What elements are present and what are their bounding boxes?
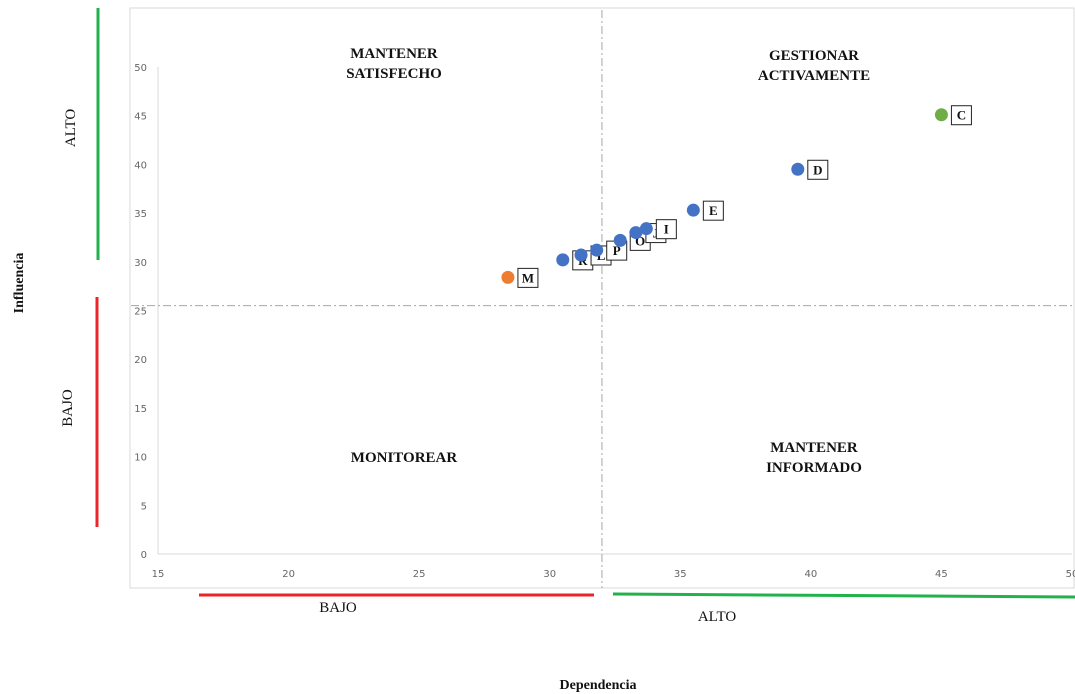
x-axis-title: Dependencia [560, 678, 637, 693]
point-label-c: C [957, 108, 966, 123]
y-tick-label: 20 [134, 355, 147, 366]
quadrant-bottom-right-line1: MANTENER [770, 440, 858, 456]
point-i: I [639, 219, 677, 240]
x-tick-label: 30 [543, 569, 556, 580]
point-label-d: D [813, 162, 822, 177]
point-marker-o [613, 233, 627, 247]
y-axis-title: Influencia [12, 253, 27, 314]
point-label-e: E [709, 203, 718, 218]
point-label-i: I [664, 222, 669, 237]
point-label-l: L [597, 248, 606, 263]
x-tick-label: 40 [804, 569, 817, 580]
point-marker-m [501, 270, 515, 284]
point-callout-box-e [702, 200, 724, 221]
quadrant-bottom-left-line1: MONITOREAR [351, 450, 458, 466]
y-tick-label: 15 [134, 404, 147, 415]
point-label-o: O [635, 233, 645, 248]
y-tick-label: 5 [141, 501, 147, 512]
x-tick-label: 25 [413, 569, 426, 580]
x-band-alto-label: ALTO [698, 609, 737, 625]
y-tick-label: 25 [134, 307, 147, 318]
quadrant-dividers [131, 10, 1074, 588]
y-tick-label: 50 [134, 63, 147, 74]
x-tick-label: 45 [935, 569, 948, 580]
x-band-alto-line [612, 592, 1075, 599]
point-e: E [686, 200, 724, 221]
point-marker-c [934, 108, 948, 122]
point-marker-l [574, 248, 588, 262]
x-tick-label: 35 [674, 569, 687, 580]
point-m: M [501, 267, 539, 288]
quadrant-bottom-right-line2: INFORMADO [766, 460, 862, 476]
quadrant-top-left-label: MANTENER SATISFECHO [346, 46, 442, 82]
axes-layer: 0 5 10 15 20 25 30 35 40 45 50 15 20 25 30 35 40 45 50 [134, 63, 1075, 580]
quadrant-top-left-line2: SATISFECHO [346, 66, 442, 82]
point-callout-box-c [950, 105, 972, 126]
point-label-p: P [613, 243, 621, 258]
y-tick-label: 10 [134, 453, 147, 464]
y-tick-label: 35 [134, 209, 147, 220]
point-callout-box-i [655, 219, 677, 240]
point-c: C [934, 105, 972, 126]
quadrant-bottom-right-label: MANTENER INFORMADO [766, 440, 862, 476]
y-band-bajo-label: BAJO [60, 389, 76, 427]
point-label-m: M [522, 270, 534, 285]
point-marker-d [791, 162, 805, 176]
x-tick-label: 50 [1066, 569, 1075, 580]
point-marker-j [629, 226, 643, 240]
y-tick-label: 45 [134, 112, 147, 123]
point-d: D [791, 159, 829, 180]
quadrant-top-left-line1: MANTENER [350, 46, 438, 62]
y-tick-label: 0 [141, 550, 147, 561]
x-tick-label: 15 [152, 569, 165, 580]
quadrant-top-right-line1: GESTIONAR [769, 48, 859, 64]
x-tick-label: 20 [282, 569, 295, 580]
point-marker-i [639, 222, 653, 236]
quadrant-top-right-line2: ACTIVAMENTE [758, 68, 870, 84]
point-marker-r [556, 253, 570, 267]
point-callout-box-d [807, 159, 829, 180]
data-points: MRLPOJIEDC [501, 105, 972, 288]
point-callout-box-m [517, 267, 539, 288]
quadrant-top-right-label: GESTIONAR ACTIVAMENTE [758, 48, 870, 84]
point-marker-e [686, 203, 700, 217]
point-marker-p [590, 243, 604, 257]
x-band-bajo-label: BAJO [319, 600, 357, 616]
y-band-alto-label: ALTO [63, 109, 79, 148]
y-tick-label: 30 [134, 258, 147, 269]
y-tick-label: 40 [134, 160, 147, 171]
quadrant-bottom-left-label: MONITOREAR [351, 450, 458, 466]
